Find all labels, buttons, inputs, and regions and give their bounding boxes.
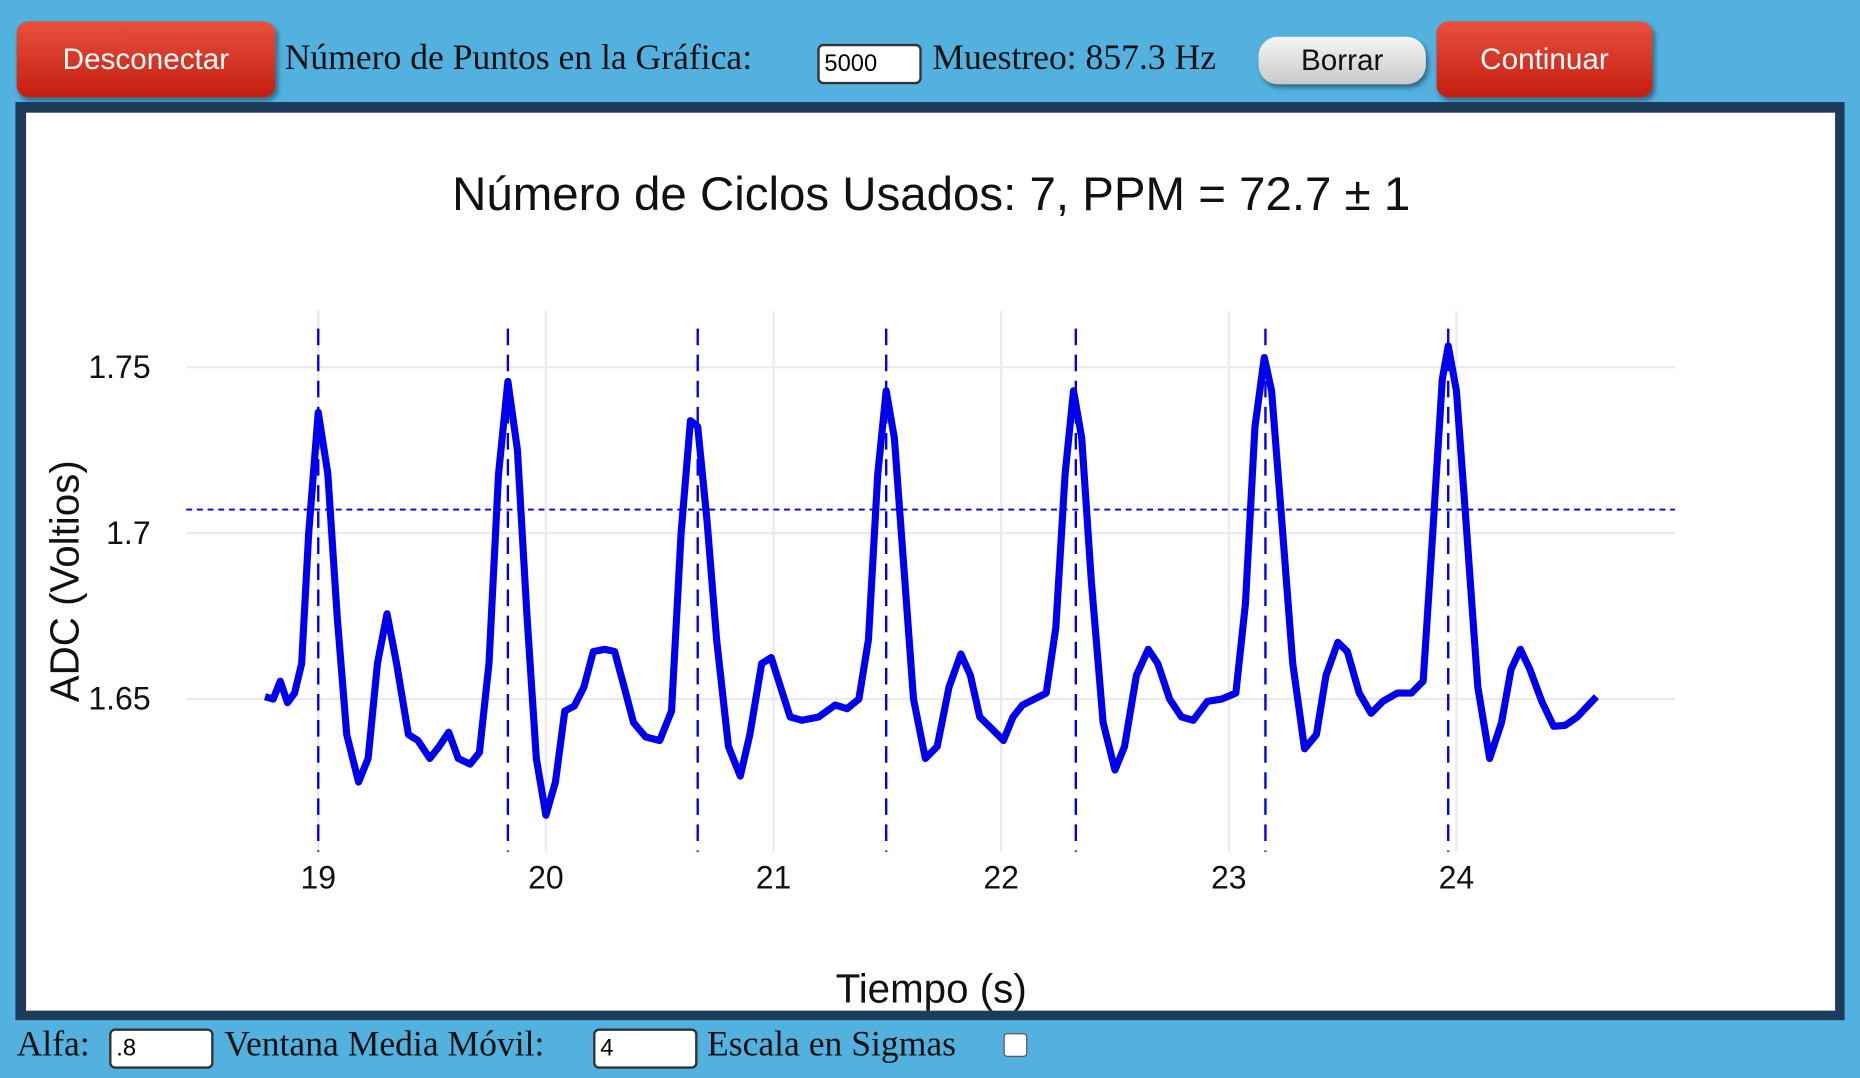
y-tick-label: 1.7: [106, 515, 151, 551]
x-axis-label: Tiempo (s): [836, 965, 1027, 1010]
x-tick-label: 21: [756, 859, 792, 895]
chart-title: Número de Ciclos Usados: 7, PPM = 72.7 ±…: [452, 168, 1410, 221]
x-tick-label: 20: [528, 859, 564, 895]
chart: Número de Ciclos Usados: 7, PPM = 72.7 ±…: [26, 112, 1836, 1011]
window-label: Ventana Media Móvil:: [224, 1024, 545, 1065]
signal-line: [264, 342, 1600, 819]
alpha-input[interactable]: .8: [109, 1028, 214, 1069]
y-tick-label: 1.65: [88, 681, 150, 717]
x-tick-label: 23: [1211, 859, 1247, 895]
disconnect-button[interactable]: Desconectar: [16, 21, 276, 98]
x-tick-label: 24: [1439, 859, 1475, 895]
sigma-label: Escala en Sigmas: [706, 1024, 957, 1065]
sigma-checkbox[interactable]: [1003, 1033, 1028, 1057]
x-tick-label: 22: [983, 859, 1019, 895]
window-input[interactable]: 4: [593, 1028, 698, 1069]
x-tick-label: 19: [300, 859, 336, 895]
points-input[interactable]: 5000: [817, 43, 922, 85]
y-axis-label: ADC (Voltios): [41, 460, 87, 702]
alpha-label: Alfa:: [16, 1024, 90, 1065]
points-label: Número de Puntos en la Gráfica:: [284, 37, 753, 78]
continue-button[interactable]: Continuar: [1436, 21, 1653, 98]
y-tick-label: 1.75: [88, 349, 150, 385]
clear-button[interactable]: Borrar: [1258, 36, 1426, 85]
sampling-label: Muestreo: 857.3 Hz: [932, 37, 1217, 78]
